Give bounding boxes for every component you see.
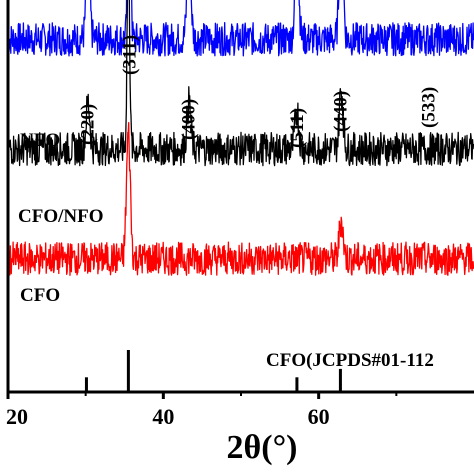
peak-label: (440) xyxy=(331,91,352,132)
series-line-cfo-nfo xyxy=(7,0,474,167)
series-labels: NFO CFO/NFO CFO xyxy=(18,130,104,306)
x-tick-label: 60 xyxy=(308,404,330,429)
x-axis-ticks: 20 40 60 xyxy=(6,392,398,429)
peak-label: (220) xyxy=(77,104,98,145)
peak-label: (533) xyxy=(418,87,439,128)
reference-pattern: CFO(JCPDS#01-112 xyxy=(84,350,434,392)
pattern-traces xyxy=(7,0,474,276)
peak-label: (400) xyxy=(178,99,199,140)
series-line-nfo xyxy=(7,0,474,57)
x-tick-label: 40 xyxy=(152,404,174,429)
peak-label: (511) xyxy=(287,108,308,148)
x-axis-title: 2θ(°) xyxy=(227,429,298,466)
x-tick-label: 20 xyxy=(6,404,28,429)
series-label: CFO xyxy=(20,285,60,306)
series-label: NFO xyxy=(20,130,60,151)
reference-label: CFO(JCPDS#01-112 xyxy=(266,350,434,371)
series-label: CFO/NFO xyxy=(18,206,104,227)
peak-annotations: (220) (311) (400) (511) (440) (533) xyxy=(77,35,439,148)
peak-label: (311) xyxy=(119,35,140,75)
series-line-cfo xyxy=(7,122,474,276)
